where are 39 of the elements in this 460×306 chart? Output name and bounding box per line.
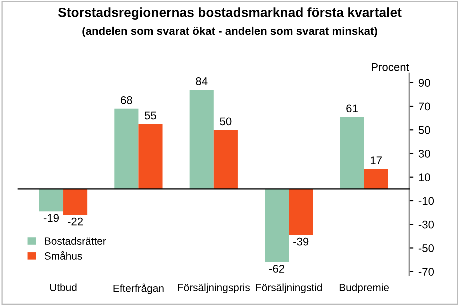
y-tick-label: 70 [418,102,430,111]
y-tick-label: 50 [418,126,430,134]
data-label: 68 [121,96,132,104]
legend-label: Bostadsrätter [45,237,106,246]
data-label: 50 [220,118,232,126]
data-label: -62 [270,265,285,273]
x-tick-label: Försäljningspris [178,284,250,294]
x-tick-label: Utbud [50,284,77,292]
bar [214,130,238,190]
data-label: -39 [294,238,309,246]
chart-subtitle: (andelen som svarat ökat - andelen som svarat minskat) [82,26,378,38]
y-axis-title: Procent [372,63,410,72]
bar [39,189,64,212]
y-tick-label: -70 [418,268,434,276]
data-label: -19 [44,214,59,222]
bar [289,189,314,236]
data-label: 55 [145,112,156,120]
bar [364,169,388,190]
bar [340,117,364,190]
y-tick-label: 90 [418,79,430,88]
bar [265,189,290,262]
y-tick-label: 10 [419,174,430,182]
bar [114,108,139,190]
bar [64,189,88,216]
x-tick-label: Efterfrågan [114,284,164,294]
x-tick-label: Försäljningstid [256,284,322,294]
data-label: 84 [196,78,208,86]
data-label: 61 [346,104,358,113]
y-tick-label: -50 [418,244,434,252]
bar [190,90,214,190]
legend-label: Småhus [44,251,82,260]
chart-title: Storstadsregionernas bostadsmarknad första kvartalet [58,8,402,20]
y-tick-label: -30 [418,220,434,229]
y-tick-label: -10 [418,197,434,206]
data-label: -22 [68,218,84,226]
x-tick-label: Budpremie [340,284,390,294]
bar [138,124,163,190]
data-label: 17 [370,156,382,164]
y-tick-label: 30 [418,150,430,158]
